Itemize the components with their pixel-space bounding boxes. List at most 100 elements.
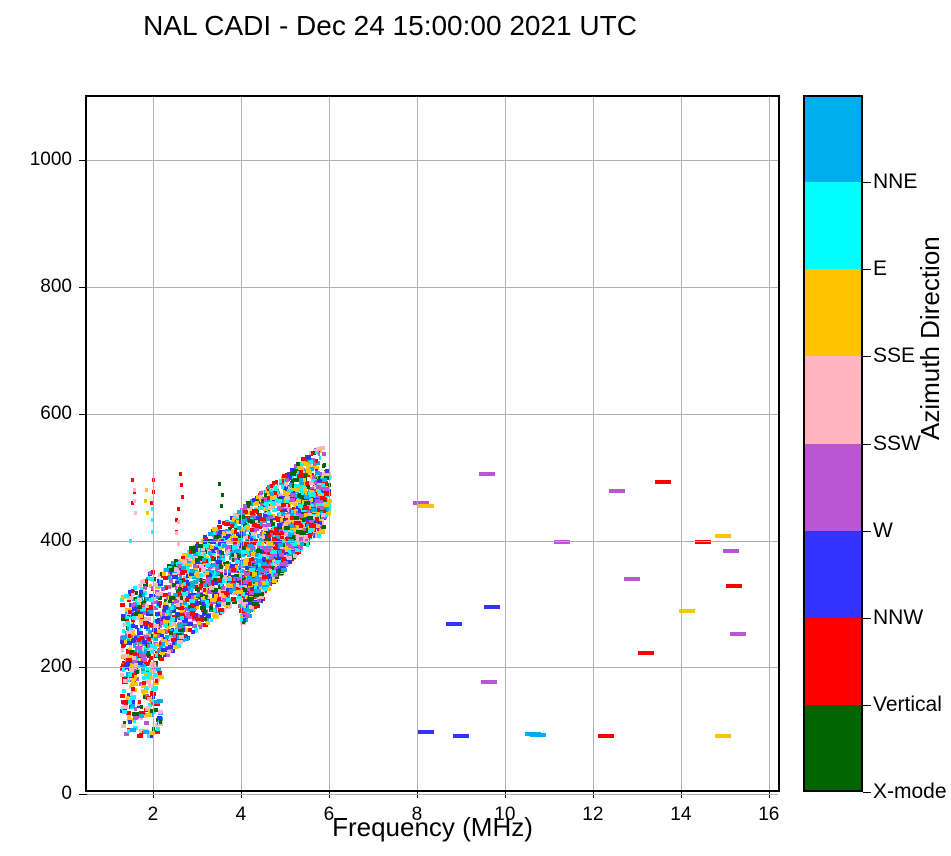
colorbar-segment-e[interactable] xyxy=(803,182,863,269)
scatter-point xyxy=(177,623,181,627)
scatter-point xyxy=(290,493,296,497)
scatter-point xyxy=(154,673,159,677)
scatter-point xyxy=(176,603,179,607)
colorbar-label-w: W xyxy=(873,519,893,543)
scatter-point xyxy=(177,520,180,524)
scatter-point xyxy=(220,504,223,508)
scatter-point xyxy=(203,588,206,592)
colorbar-segment-vertical[interactable] xyxy=(803,618,863,705)
scatter-point xyxy=(257,568,263,572)
scatter-point xyxy=(261,499,264,503)
scatter-point xyxy=(128,720,132,724)
scatter-point xyxy=(319,456,322,460)
scatter-point xyxy=(298,545,304,549)
scatter-point xyxy=(190,611,195,615)
scatter-point xyxy=(205,563,210,567)
scatter-point xyxy=(189,546,195,550)
gridline-horizontal xyxy=(87,667,778,668)
scatter-point xyxy=(139,621,143,625)
colorbar-segment-w[interactable] xyxy=(803,444,863,531)
colorbar[interactable]: NNE E SSE SSW W NNW Vertical X-mode xyxy=(803,95,863,792)
scatter-point xyxy=(248,519,253,523)
scatter-point xyxy=(209,606,212,610)
scatter-point xyxy=(199,625,202,629)
colorbar-segment-nne[interactable] xyxy=(803,95,863,182)
scatter-point xyxy=(243,532,246,536)
scatter-point xyxy=(281,568,287,572)
scatter-point xyxy=(321,483,325,487)
scatter-point xyxy=(418,730,434,734)
scatter-point xyxy=(254,502,260,506)
scatter-point xyxy=(609,489,625,493)
scatter-point xyxy=(177,564,182,568)
scatter-point xyxy=(191,630,195,634)
scatter-point xyxy=(453,734,469,738)
scatter-point xyxy=(121,648,125,652)
scatter-point xyxy=(132,607,137,611)
colorbar-segment-ssw[interactable] xyxy=(803,356,863,443)
scatter-point xyxy=(287,556,292,560)
scatter-point xyxy=(127,729,130,733)
scatter-point xyxy=(229,589,233,593)
y-tick-mark xyxy=(79,160,87,161)
colorbar-tick xyxy=(863,182,871,183)
scatter-point xyxy=(177,640,183,644)
scatter-point xyxy=(227,577,232,581)
scatter-point xyxy=(144,649,147,653)
colorbar-segment-sse[interactable] xyxy=(803,269,863,356)
scatter-point xyxy=(293,554,298,558)
scatter-point xyxy=(142,681,146,685)
scatter-point xyxy=(261,562,267,566)
scatter-point xyxy=(624,577,640,581)
scatter-point xyxy=(156,727,161,731)
gridline-horizontal xyxy=(87,794,778,795)
scatter-point xyxy=(279,553,284,557)
scatter-point xyxy=(270,492,273,496)
gridline-horizontal xyxy=(87,414,778,415)
scatter-point xyxy=(226,598,230,602)
y-tick-label: 800 xyxy=(17,276,72,298)
scatter-point xyxy=(245,525,250,529)
colorbar-segment-x-mode[interactable] xyxy=(803,705,863,792)
scatter-point xyxy=(325,513,328,517)
scatter-point xyxy=(270,550,276,554)
scatter-point xyxy=(180,616,183,620)
scatter-point xyxy=(145,488,148,492)
scatter-point xyxy=(138,700,141,704)
scatter-point xyxy=(123,623,126,627)
scatter-point xyxy=(183,634,186,638)
scatter-point xyxy=(280,518,283,522)
scatter-point xyxy=(126,658,132,662)
colorbar-label-sse: SSE xyxy=(873,344,915,368)
scatter-point xyxy=(132,616,137,620)
colorbar-label-e: E xyxy=(873,257,887,281)
scatter-point xyxy=(285,478,289,482)
scatter-point xyxy=(302,487,307,491)
scatter-point xyxy=(268,515,273,519)
scatter-point xyxy=(221,493,224,497)
scatter-point xyxy=(304,474,307,478)
scatter-point xyxy=(162,612,165,616)
scatter-point xyxy=(210,618,213,622)
scatter-point xyxy=(246,501,251,505)
scatter-point xyxy=(211,556,214,560)
scatter-point xyxy=(132,639,135,643)
scatter-point xyxy=(155,653,158,657)
y-tick-mark xyxy=(79,414,87,415)
scatter-point xyxy=(484,605,500,609)
scatter-point xyxy=(167,650,170,654)
colorbar-segment-nnw[interactable] xyxy=(803,531,863,618)
y-tick-label: 1000 xyxy=(17,149,72,171)
scatter-point xyxy=(306,469,310,473)
scatter-point xyxy=(209,586,214,590)
scatter-point xyxy=(160,621,163,625)
scatter-point xyxy=(146,612,149,616)
scatter-point xyxy=(254,585,257,589)
scatter-point xyxy=(254,589,261,593)
scatter-point xyxy=(178,591,181,595)
scatter-point xyxy=(278,543,283,547)
scatter-point xyxy=(251,532,256,536)
scatter-point xyxy=(178,587,182,591)
scatter-point xyxy=(215,567,218,571)
gridline-vertical xyxy=(153,97,154,790)
